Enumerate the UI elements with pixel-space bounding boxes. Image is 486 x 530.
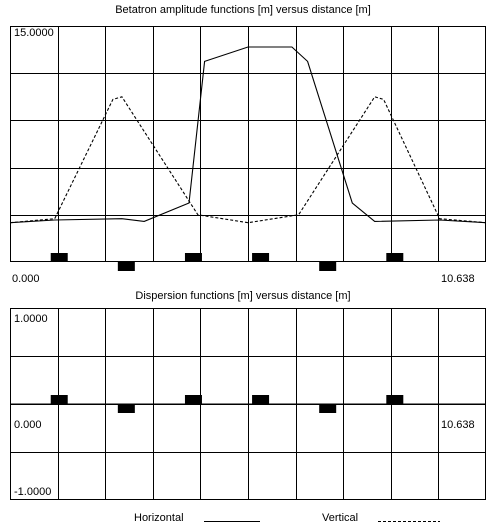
chart-1-xmax-label: 10.638 bbox=[441, 273, 475, 286]
legend-vertical-label: Vertical bbox=[322, 512, 359, 524]
chart-1-element-5 bbox=[319, 262, 337, 271]
chart-1-element-1 bbox=[50, 253, 68, 262]
chart-1-xmin-label: 0.000 bbox=[12, 273, 40, 286]
chart-1-series-vertical bbox=[9, 96, 486, 224]
chart-2-element-4 bbox=[252, 395, 270, 404]
chart-2-ymax-label: 1.0000 bbox=[14, 313, 48, 326]
chart-1-element-3 bbox=[184, 253, 202, 262]
chart-1-element-4 bbox=[252, 253, 270, 262]
chart-2-xmax-label: 10.638 bbox=[441, 419, 475, 432]
chart-1-element-2 bbox=[117, 262, 135, 271]
chart-2-element-6 bbox=[386, 395, 404, 404]
chart-1-ymax-label: 15.0000 bbox=[14, 27, 54, 40]
legend-horizontal-label: Horizontal bbox=[134, 512, 184, 524]
chart-2-xmin-label: 0.000 bbox=[14, 419, 42, 432]
chart-1-element-6 bbox=[386, 253, 404, 262]
chart-2-element-5 bbox=[319, 404, 337, 413]
chart-1-title: Betatron amplitude functions [m] versus … bbox=[115, 4, 371, 16]
chart-1-series-horizontal bbox=[9, 46, 486, 224]
chart-2-element-2 bbox=[117, 404, 135, 413]
chart-2-element-1 bbox=[50, 395, 68, 404]
chart-2-ymin-label: -1.0000 bbox=[14, 486, 52, 499]
chart-2-element-3 bbox=[184, 395, 202, 404]
chart-2-title: Dispersion functions [m] versus distance… bbox=[135, 290, 351, 302]
